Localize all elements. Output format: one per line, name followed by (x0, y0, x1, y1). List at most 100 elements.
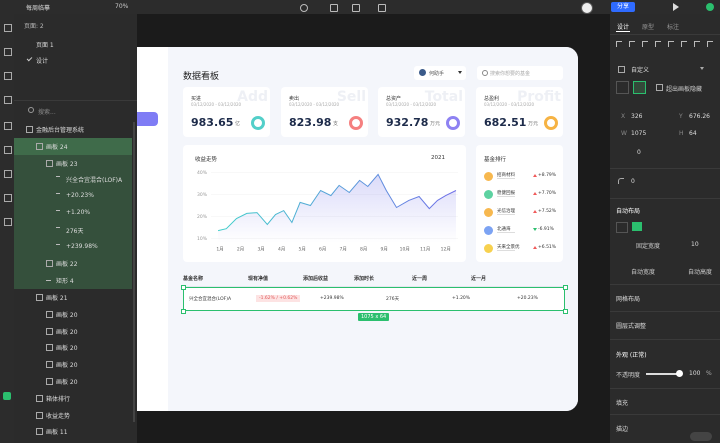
tool-icon[interactable] (4, 96, 12, 104)
card-date: 03/12/2020 - 03/12/2020 (191, 102, 242, 107)
auto-height[interactable]: 自动高度 (688, 269, 713, 276)
selection-handle[interactable] (181, 285, 186, 290)
tool-icon-active[interactable] (3, 392, 11, 400)
page-item[interactable]: 设计 (36, 58, 49, 65)
layer-name[interactable]: 画板 20 (56, 379, 78, 386)
align-icon[interactable] (629, 41, 635, 47)
tool-icon[interactable] (4, 72, 12, 80)
search-icon (482, 70, 488, 76)
toolbar-icon[interactable] (378, 4, 386, 12)
dropdown-caret (458, 71, 462, 74)
layer-name[interactable]: 画板 11 (46, 429, 68, 437)
layer-name[interactable]: 矩形 4 (56, 278, 74, 286)
divider (610, 198, 720, 199)
opacity-unit: % (706, 370, 712, 377)
tool-icon[interactable] (4, 122, 12, 130)
toolbar-icon[interactable] (330, 4, 338, 12)
panel-tab[interactable]: 设计 (617, 24, 630, 31)
radius[interactable]: 0 (631, 178, 635, 185)
section-title[interactable]: 外观 (正常) (616, 352, 647, 359)
layer-icon (26, 126, 33, 133)
checkbox[interactable] (656, 84, 663, 91)
layer-name[interactable]: 箱体排行 (46, 395, 71, 403)
zoom[interactable]: 70% (115, 3, 129, 10)
layer-icon (46, 260, 53, 268)
layer-search[interactable]: 搜索... (38, 109, 56, 116)
toolbar-icon[interactable] (300, 4, 308, 12)
layer-highlight (14, 272, 132, 289)
align-icon[interactable] (668, 41, 674, 47)
sidebar-pill[interactable] (137, 112, 158, 126)
tool-icon[interactable] (4, 170, 12, 178)
layer-name[interactable]: 金融后台管理系统 (36, 127, 85, 134)
layer-icon (56, 243, 60, 250)
align-icon[interactable] (694, 41, 700, 47)
opacity-knob[interactable] (676, 370, 683, 377)
x-tick-label: 9月 (381, 247, 388, 253)
card-date: 03/12/2020 - 03/12/2020 (386, 102, 437, 107)
page-item[interactable]: 页面 1 (36, 42, 54, 49)
layer-name[interactable]: 画板 20 (56, 328, 78, 336)
layer-name[interactable]: 画板 20 (56, 311, 78, 319)
layer-name[interactable]: 画板 24 (46, 143, 68, 151)
divider (610, 339, 720, 340)
layout-btn[interactable] (616, 222, 628, 233)
layer-name[interactable]: +20.23% (66, 192, 94, 200)
layout-btn-active[interactable] (632, 222, 642, 231)
rank-change: +6.51% (538, 245, 557, 250)
layer-name[interactable]: +239.98% (66, 242, 98, 250)
clip-label: 超出画板隐藏 (666, 86, 703, 93)
file-name[interactable]: 每周临摹 (26, 5, 51, 12)
tool-icon[interactable] (4, 146, 12, 154)
play-icon[interactable] (673, 3, 679, 11)
opacity-value[interactable]: 100 (689, 370, 701, 377)
toggle[interactable] (690, 432, 712, 441)
rank-change: +7.70% (538, 191, 557, 196)
layer-name[interactable]: 画板 21 (46, 295, 68, 302)
x-tick-label: 6月 (319, 247, 326, 253)
selection-handle[interactable] (181, 309, 186, 314)
panel-tab[interactable]: 标注 (667, 24, 680, 31)
align-icon[interactable] (616, 41, 622, 47)
selection-handle[interactable] (563, 309, 568, 314)
align-icon[interactable] (681, 41, 687, 47)
preset[interactable]: 自定义 (631, 67, 650, 74)
layer-name[interactable]: 兴全合宜混合(LOF)A (66, 177, 123, 185)
field-value[interactable]: 676.26 (689, 113, 710, 120)
selection-handle[interactable] (563, 285, 568, 290)
search-box[interactable]: 搜索你想要的基金 (477, 66, 563, 80)
panel-tab[interactable]: 原型 (642, 24, 655, 31)
field-value[interactable]: 1075 (631, 130, 647, 137)
x-tick-label: 5月 (298, 247, 305, 253)
layer-name[interactable]: 画板 20 (56, 345, 78, 353)
layer-icon (56, 210, 60, 216)
layer-icon (46, 280, 51, 282)
layer-name[interactable]: 画板 23 (56, 160, 78, 168)
width-mode[interactable]: 固定宽度 (636, 243, 661, 250)
field-value[interactable]: 326 (631, 113, 643, 120)
layer-name[interactable]: +1.20% (66, 209, 91, 216)
gap[interactable]: 10 (691, 241, 699, 248)
align-icon[interactable] (707, 41, 713, 47)
table-header: 基金名称 (183, 276, 204, 282)
layer-name[interactable]: 收益走势 (46, 412, 71, 420)
share-button[interactable]: 分享 (611, 2, 635, 12)
tool-icon[interactable] (4, 218, 12, 226)
align-icon[interactable] (655, 41, 661, 47)
layer-name[interactable]: 276天 (66, 227, 84, 235)
layer-name[interactable]: 画板 20 (56, 362, 78, 370)
tool-icon[interactable] (4, 24, 12, 32)
toolbar-icon[interactable] (352, 4, 360, 12)
rotation[interactable]: 0 (637, 149, 641, 156)
tool-icon[interactable] (4, 194, 12, 202)
orient-btn (616, 81, 629, 94)
layer-name[interactable]: 画板 22 (56, 261, 78, 269)
avatar[interactable] (581, 2, 593, 14)
field-value[interactable]: 64 (689, 130, 697, 137)
align-icon[interactable] (642, 41, 648, 47)
auto-width[interactable]: 自动宽度 (631, 269, 656, 276)
user-dropdown[interactable]: 何助手 (414, 66, 466, 80)
chart-period[interactable]: 2021 (431, 155, 445, 161)
tool-icon[interactable] (4, 48, 12, 56)
rank-name: 招商材料 (497, 173, 515, 178)
